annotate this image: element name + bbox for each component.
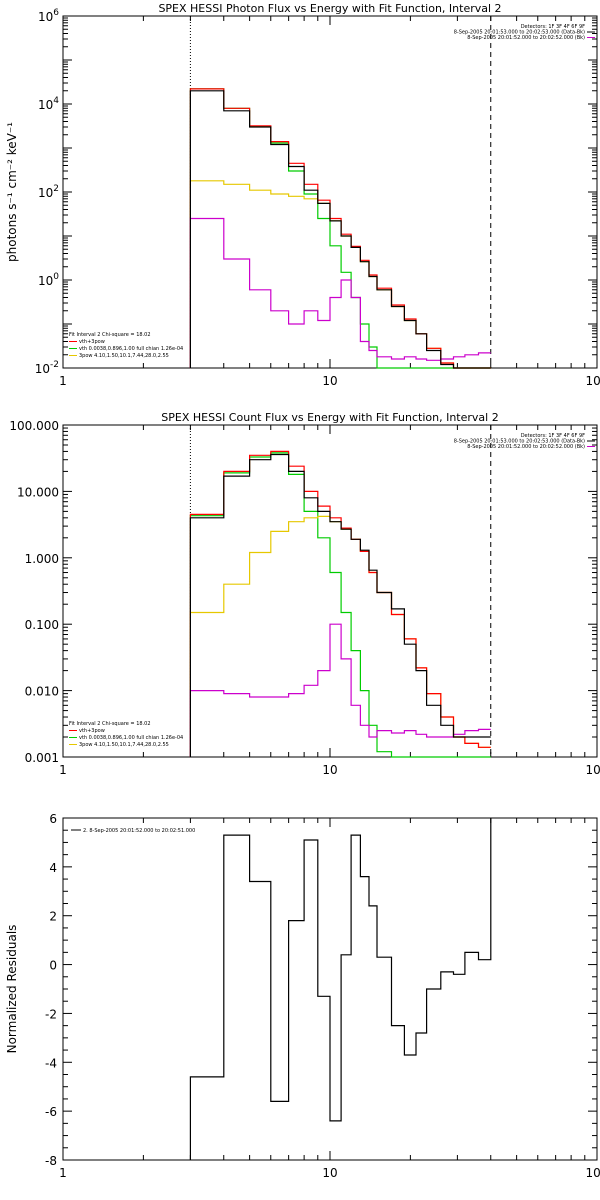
y-tick-label: -2: [45, 1007, 57, 1021]
chart-panel-1: SPEX HESSI Photon Flux vs Energy with Fi…: [5, 2, 600, 388]
y-tick-label: 6: [49, 812, 57, 826]
legend-left-entry: 3pow 4.10,1.50,10.1,7.44,28.0,2.55: [79, 353, 169, 359]
y-tick-label: 1.000: [25, 552, 59, 566]
legend-left-entry: vth 0.0038,0.896,1.00 full chian 1.26e-0…: [79, 346, 183, 352]
series-line-2: [189, 623, 491, 757]
x-tick-label: 1: [59, 374, 67, 388]
y-tick-label: 0: [49, 959, 57, 973]
legend-left-entry: Fit Interval 2 Chi-square = 18.02: [69, 721, 151, 727]
y-tick-label: 100.000: [9, 419, 59, 433]
y-tick-label: -4: [45, 1056, 57, 1070]
y-tick-label: -8: [45, 1154, 57, 1168]
legend-entry: 2. 8-Sep-2005 20:01:52.000 to 20:02:51.0…: [83, 828, 195, 834]
legend-right-entry: 8-Sep-2005 20:01:52.000 to 20:02:52.000 …: [467, 35, 585, 41]
y-tick-label: 102: [38, 184, 59, 200]
legend-left-entry: vth+3pow: [79, 339, 105, 345]
x-tick-label: 1: [59, 763, 67, 777]
series-line-2: [189, 217, 491, 368]
series-line-1: [189, 453, 491, 757]
chart-panel-2: SPEX HESSI Count Flux vs Energy with Fit…: [9, 411, 600, 777]
legend-left-entry: 3pow 4.10,1.50,10.1,7.44,28.0,2.55: [79, 742, 169, 748]
y-tick-label: 0.001: [25, 751, 59, 765]
legend-right-entry: Detectors: 1F 3F 4F 6F 9F: [521, 433, 585, 439]
legend-right-entry: 8-Sep-2005 20:01:52.000 to 20:02:52.000 …: [467, 444, 585, 450]
x-tick-label: 10: [322, 1166, 337, 1180]
y-tick-label: 0.100: [25, 618, 59, 632]
legend-right-entry: 8-Sep-2005 20:01:53.000 to 20:02:53.000 …: [454, 30, 585, 36]
chart-panel-3: 1 10 100 -8 -6 -4 -2 0 2 4 6 Normalized Residuals 2.…: [5, 812, 600, 1180]
y-axis-label: Normalized Residuals: [5, 925, 19, 1054]
legend-left-entry: vth+3pow: [79, 728, 105, 734]
y-tick-label: 0.010: [25, 685, 59, 699]
series-line-5: [189, 180, 491, 369]
y-tick-label: 104: [38, 96, 59, 112]
x-tick-label: 10: [322, 763, 337, 777]
x-tick-label: 10: [322, 374, 337, 388]
y-tick-label: 4: [49, 861, 57, 875]
y-tick-label: 106: [38, 8, 59, 24]
y-tick-label: 2: [49, 910, 57, 924]
y-tick-label: 100: [38, 272, 59, 288]
y-tick-label: 10.000: [17, 485, 59, 499]
legend-right-entry: Detectors: 1F 3F 4F 6F 9F: [521, 24, 585, 30]
plot-frame: [62, 424, 598, 758]
series-line-1: [189, 90, 491, 369]
y-tick-label: -6: [45, 1105, 57, 1119]
y-axis-label: photons s⁻¹ cm⁻² keV⁻¹: [5, 122, 19, 262]
legend-left-entry: vth 0.0038,0.896,1.00 full chian 1.26e-0…: [79, 735, 183, 741]
x-tick-label: 100: [586, 374, 600, 388]
legend-right-entry: 8-Sep-2005 20:01:53.000 to 20:02:53.000 …: [454, 439, 585, 445]
legend-left-entry: Fit Interval 2 Chi-square = 18.02: [69, 332, 151, 338]
chart-title: SPEX HESSI Photon Flux vs Energy with Fi…: [158, 2, 501, 15]
y-tick-label: 10-2: [35, 360, 59, 376]
x-tick-label: 100: [586, 763, 600, 777]
x-tick-label: 1: [59, 1166, 67, 1180]
series-line-1: [189, 818, 492, 1160]
chart-title: SPEX HESSI Count Flux vs Energy with Fit…: [161, 411, 498, 424]
x-tick-label: 100: [586, 1166, 600, 1180]
series-line-4: [189, 452, 491, 758]
